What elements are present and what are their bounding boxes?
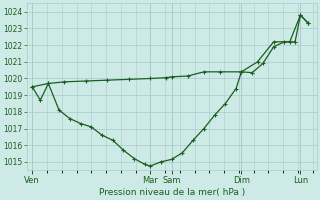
X-axis label: Pression niveau de la mer( hPa ): Pression niveau de la mer( hPa ) <box>99 188 245 197</box>
